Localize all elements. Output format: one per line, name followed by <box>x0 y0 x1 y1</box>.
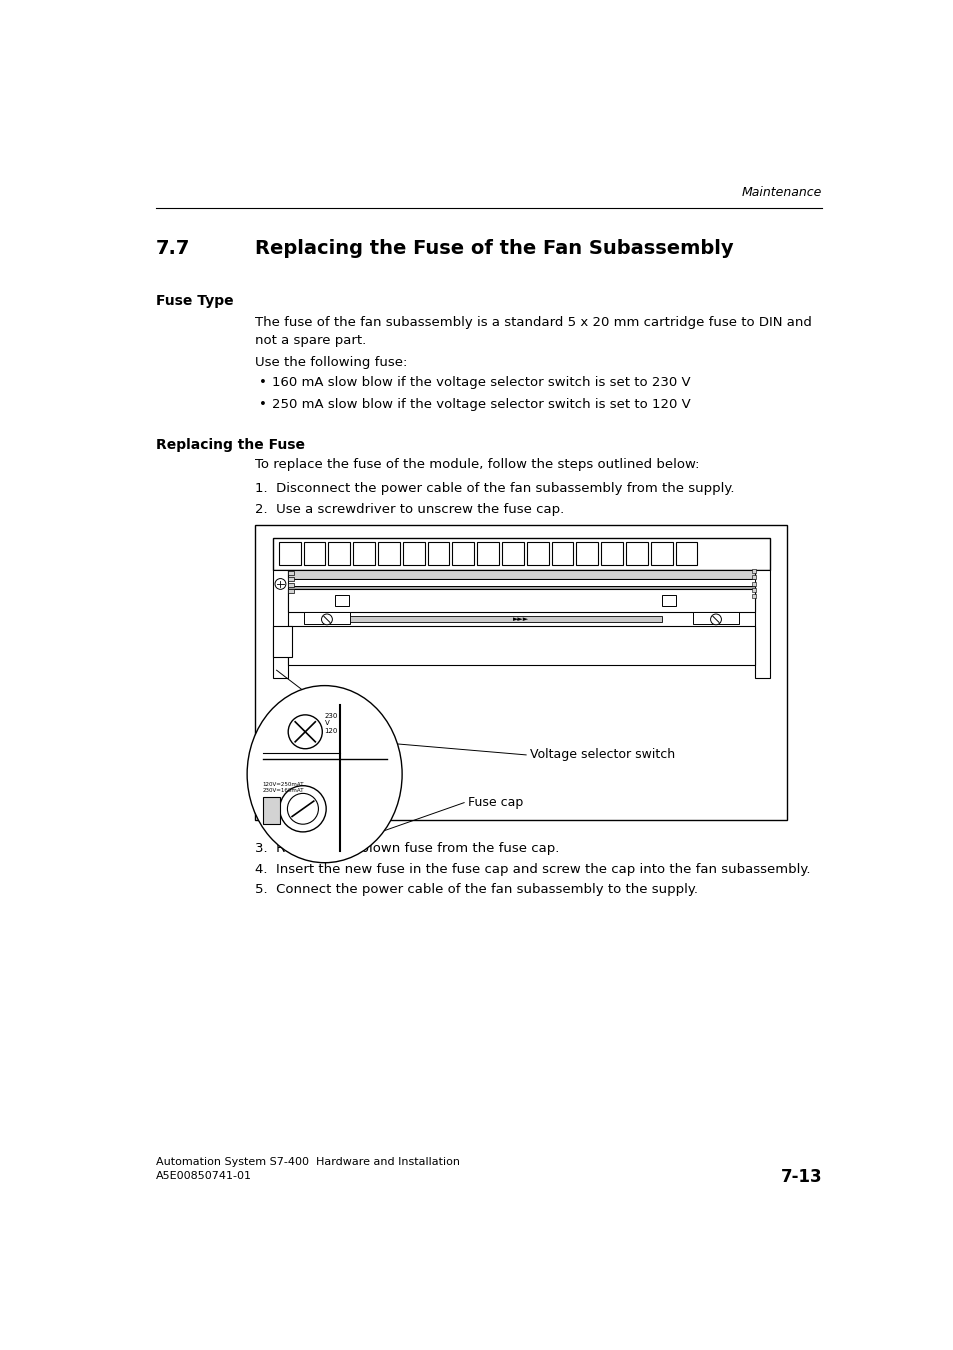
Bar <box>661 595 675 606</box>
Bar <box>675 541 697 564</box>
Bar <box>576 541 598 564</box>
Text: Automation System S7-400  Hardware and Installation: Automation System S7-400 Hardware and In… <box>155 1157 459 1166</box>
Text: 250 mA slow blow if the voltage selector switch is set to 120 V: 250 mA slow blow if the voltage selector… <box>272 398 690 410</box>
Bar <box>551 541 573 564</box>
Circle shape <box>279 786 326 832</box>
Bar <box>288 570 754 579</box>
Text: 1.  Disconnect the power cable of the fan subassembly from the supply.: 1. Disconnect the power cable of the fan… <box>254 482 734 494</box>
Circle shape <box>288 716 322 749</box>
Bar <box>692 613 739 624</box>
Bar <box>752 570 756 574</box>
Circle shape <box>710 614 720 625</box>
Bar <box>335 595 348 606</box>
Bar <box>452 541 474 564</box>
Text: 7.7: 7.7 <box>155 239 190 258</box>
Bar <box>350 616 661 622</box>
Bar <box>752 582 756 586</box>
Text: Use the following fuse:: Use the following fuse: <box>254 356 407 369</box>
Bar <box>650 541 672 564</box>
Text: Voltage selector switch: Voltage selector switch <box>530 748 675 761</box>
Ellipse shape <box>247 686 402 863</box>
Text: 7-13: 7-13 <box>780 1168 821 1187</box>
Bar <box>273 537 769 570</box>
Bar <box>288 626 754 664</box>
Text: 3.  Remove the blown fuse from the fuse cap.: 3. Remove the blown fuse from the fuse c… <box>254 842 558 855</box>
Bar <box>254 525 786 821</box>
Bar <box>278 541 300 564</box>
Text: 160 mA slow blow if the voltage selector switch is set to 230 V: 160 mA slow blow if the voltage selector… <box>272 377 690 389</box>
Bar <box>752 594 756 598</box>
Bar <box>377 541 399 564</box>
Bar <box>752 587 756 591</box>
Bar <box>600 541 622 564</box>
Bar <box>273 626 292 657</box>
Bar <box>625 541 647 564</box>
Text: •: • <box>258 398 266 410</box>
Text: A5E00850741-01: A5E00850741-01 <box>155 1170 252 1181</box>
Circle shape <box>274 579 286 590</box>
Text: ►►►: ►►► <box>513 617 529 622</box>
Bar <box>288 590 294 593</box>
Bar <box>288 571 294 575</box>
Text: Replacing the Fuse of the Fan Subassembly: Replacing the Fuse of the Fan Subassembl… <box>254 239 733 258</box>
Bar <box>526 541 548 564</box>
Bar <box>402 541 424 564</box>
Bar <box>303 613 350 624</box>
Text: 230
V
120: 230 V 120 <box>324 713 337 733</box>
Bar <box>288 579 754 586</box>
Bar <box>262 798 279 825</box>
Bar <box>353 541 375 564</box>
Bar <box>288 583 294 587</box>
Bar <box>754 570 769 678</box>
Bar <box>501 541 523 564</box>
Bar <box>288 576 294 580</box>
Bar <box>303 541 325 564</box>
Text: The fuse of the fan subassembly is a standard 5 x 20 mm cartridge fuse to DIN an: The fuse of the fan subassembly is a sta… <box>254 316 811 347</box>
Bar <box>288 586 754 590</box>
Circle shape <box>287 794 318 825</box>
Bar <box>476 541 498 564</box>
Text: Fuse cap: Fuse cap <box>468 796 522 809</box>
Text: 120V=250mAT
230V=160mAT: 120V=250mAT 230V=160mAT <box>262 782 304 792</box>
Bar <box>288 590 754 613</box>
Text: Maintenance: Maintenance <box>741 186 821 198</box>
Text: To replace the fuse of the module, follow the steps outlined below:: To replace the fuse of the module, follo… <box>254 459 699 471</box>
Text: 4.  Insert the new fuse in the fuse cap and screw the cap into the fan subassemb: 4. Insert the new fuse in the fuse cap a… <box>254 863 809 876</box>
Text: 2.  Use a screwdriver to unscrew the fuse cap.: 2. Use a screwdriver to unscrew the fuse… <box>254 504 563 516</box>
Text: Fuse Type: Fuse Type <box>155 294 233 308</box>
Text: Replacing the Fuse: Replacing the Fuse <box>155 437 304 452</box>
Bar <box>752 575 756 579</box>
Bar <box>427 541 449 564</box>
Text: 5.  Connect the power cable of the fan subassembly to the supply.: 5. Connect the power cable of the fan su… <box>254 883 698 896</box>
Bar <box>273 570 288 678</box>
Text: •: • <box>258 377 266 389</box>
Circle shape <box>321 614 332 625</box>
Bar <box>328 541 350 564</box>
